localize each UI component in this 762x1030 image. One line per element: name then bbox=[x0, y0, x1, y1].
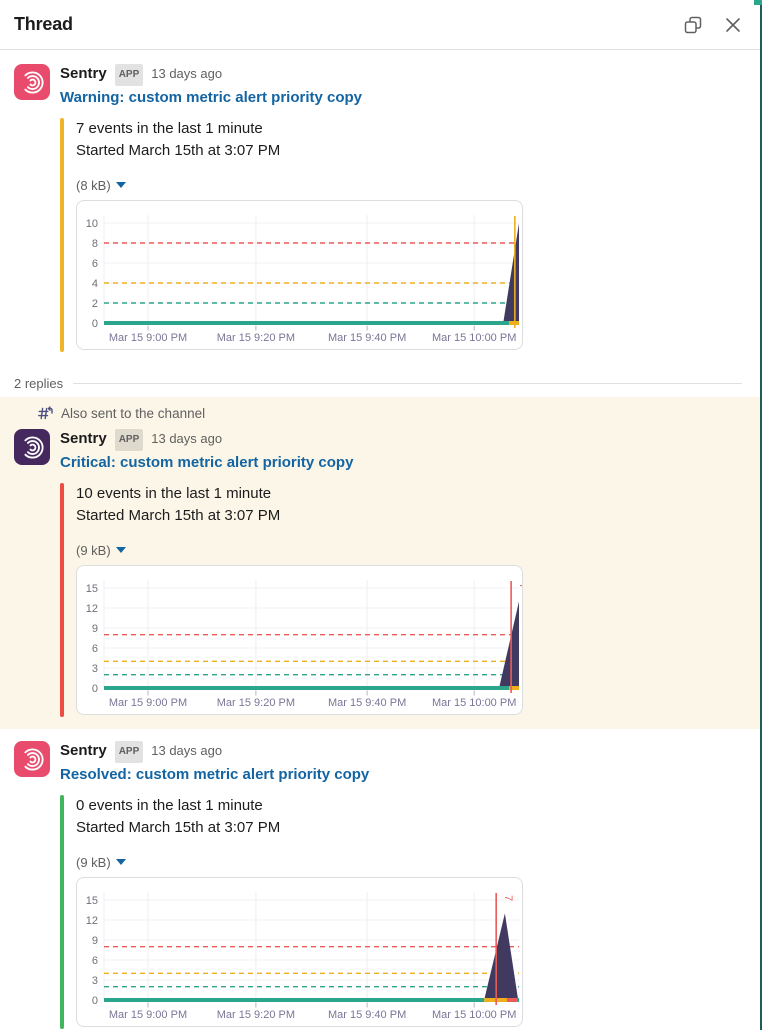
events-line: 7 events in the last 1 minute bbox=[76, 120, 263, 137]
events-line: 10 events in the last 1 minute bbox=[76, 485, 272, 502]
svg-text:Mar 15 9:00 PM: Mar 15 9:00 PM bbox=[109, 697, 187, 709]
sentry-logo-icon bbox=[24, 436, 44, 459]
also-sent-label: Also sent to the channel bbox=[61, 405, 206, 421]
metric-chart-svg: 7 Mar 15 9:00 PM Mar 15 9:20 PM Mar 15 9:40… bbox=[86, 892, 519, 1021]
timestamp[interactable]: 13 days ago bbox=[151, 66, 223, 81]
sentry-logo-icon bbox=[24, 71, 44, 94]
svg-text:Mar 15 9:20 PM: Mar 15 9:20 PM bbox=[217, 332, 295, 344]
timestamp[interactable]: 13 days ago bbox=[151, 431, 223, 446]
svg-text:Mar 15 9:40 PM: Mar 15 9:40 PM bbox=[328, 1009, 406, 1021]
svg-text:Mar 15 9:20 PM: Mar 15 9:20 PM bbox=[217, 697, 295, 709]
svg-text:Mar 15 10:00 PM: Mar 15 10:00 PM bbox=[432, 1009, 516, 1021]
also-sent-channel-icon bbox=[38, 405, 53, 419]
close-icon[interactable] bbox=[722, 14, 744, 36]
svg-text:9: 9 bbox=[92, 935, 98, 947]
avatar[interactable] bbox=[14, 64, 50, 100]
svg-text:6: 6 bbox=[92, 643, 98, 655]
svg-text:Mar 15 9:00 PM: Mar 15 9:00 PM bbox=[109, 332, 187, 344]
avatar[interactable] bbox=[14, 741, 50, 777]
replies-divider: 2 replies bbox=[0, 360, 762, 395]
svg-text:6: 6 bbox=[92, 258, 98, 270]
sender-name[interactable]: Sentry bbox=[60, 742, 107, 759]
app-badge: APP bbox=[114, 741, 144, 763]
page-title: Thread bbox=[14, 14, 73, 34]
metric-chart-svg: 7 Mar 15 9:00 PM Mar 15 9:20 PM Mar 15 9:40… bbox=[86, 580, 522, 709]
metric-chart-image[interactable]: 7 Mar 15 9:00 PM Mar 15 9:20 PM Mar 15 9:40… bbox=[76, 565, 523, 715]
events-line: 0 events in the last 1 minute bbox=[76, 797, 263, 814]
svg-text:Mar 15 9:40 PM: Mar 15 9:40 PM bbox=[328, 332, 406, 344]
pop-out-icon[interactable] bbox=[682, 14, 704, 36]
svg-text:Mar 15 9:40 PM: Mar 15 9:40 PM bbox=[328, 697, 406, 709]
svg-text:3: 3 bbox=[92, 975, 98, 987]
timestamp[interactable]: 13 days ago bbox=[151, 743, 223, 758]
chevron-down-icon bbox=[115, 547, 126, 553]
alert-attachment: 7 events in the last 1 minute Started Ma… bbox=[60, 116, 744, 360]
svg-text:7: 7 bbox=[502, 895, 514, 901]
message: Sentry APP 13 days ago Warning: custom m… bbox=[0, 50, 762, 360]
app-badge: APP bbox=[114, 64, 144, 86]
svg-text:9: 9 bbox=[92, 623, 98, 635]
alert-attachment: 10 events in the last 1 minute Started M… bbox=[60, 481, 744, 725]
alert-title-link[interactable]: Resolved: custom metric alert priority c… bbox=[60, 766, 370, 783]
sentry-logo-icon bbox=[24, 748, 44, 771]
svg-text:Mar 15 10:00 PM: Mar 15 10:00 PM bbox=[432, 332, 516, 344]
svg-text:Mar 15 9:00 PM: Mar 15 9:00 PM bbox=[109, 1009, 187, 1021]
svg-text:12: 12 bbox=[86, 915, 98, 927]
alert-attachment: 0 events in the last 1 minute Started Ma… bbox=[60, 793, 744, 1030]
alert-title-link[interactable]: Warning: custom metric alert priority co… bbox=[60, 89, 362, 106]
svg-text:12: 12 bbox=[86, 603, 98, 615]
sender-name[interactable]: Sentry bbox=[60, 65, 107, 82]
metric-chart-svg: 7 Mar 15 9:00 PM Mar 15 9:20 PM Mar 15 9:40… bbox=[86, 215, 522, 344]
window-edge-notch bbox=[754, 0, 762, 5]
svg-text:3: 3 bbox=[92, 663, 98, 675]
chevron-down-icon bbox=[115, 859, 126, 865]
thread-header: Thread bbox=[0, 0, 762, 50]
svg-text:10: 10 bbox=[86, 218, 98, 230]
svg-text:15: 15 bbox=[86, 895, 98, 907]
svg-text:4: 4 bbox=[92, 278, 98, 290]
metric-chart-image[interactable]: 7 Mar 15 9:00 PM Mar 15 9:20 PM Mar 15 9:40… bbox=[76, 200, 523, 350]
attachment-size-toggle[interactable]: (8 kB) bbox=[76, 176, 744, 194]
replies-count: 2 replies bbox=[14, 375, 64, 391]
attachment-size-toggle[interactable]: (9 kB) bbox=[76, 853, 744, 871]
attachment-size-toggle[interactable]: (9 kB) bbox=[76, 541, 744, 559]
metric-chart-image[interactable]: 7 Mar 15 9:00 PM Mar 15 9:20 PM Mar 15 9:40… bbox=[76, 877, 523, 1027]
svg-text:2: 2 bbox=[92, 298, 98, 310]
svg-text:7: 7 bbox=[517, 583, 522, 589]
svg-text:8: 8 bbox=[92, 238, 98, 250]
svg-text:0: 0 bbox=[92, 995, 98, 1007]
svg-text:0: 0 bbox=[92, 683, 98, 695]
avatar[interactable] bbox=[14, 429, 50, 465]
started-line: Started March 15th at 3:07 PM bbox=[76, 142, 281, 159]
svg-text:Mar 15 9:20 PM: Mar 15 9:20 PM bbox=[217, 1009, 295, 1021]
alert-title-link[interactable]: Critical: custom metric alert priority c… bbox=[60, 454, 354, 471]
also-sent-row: Also sent to the channel bbox=[0, 402, 762, 422]
window-edge bbox=[760, 0, 762, 1030]
svg-text:6: 6 bbox=[92, 955, 98, 967]
started-line: Started March 15th at 3:07 PM bbox=[76, 507, 281, 524]
svg-text:7: 7 bbox=[521, 218, 522, 224]
chevron-down-icon bbox=[115, 182, 126, 188]
highlighted-message-block: Also sent to the channel Sentry APP 13 d… bbox=[0, 397, 762, 729]
svg-text:15: 15 bbox=[86, 583, 98, 595]
started-line: Started March 15th at 3:07 PM bbox=[76, 819, 281, 836]
app-badge: APP bbox=[114, 429, 144, 451]
message: Sentry APP 13 days ago Resolved: custom … bbox=[0, 729, 762, 1030]
sender-name[interactable]: Sentry bbox=[60, 430, 107, 447]
svg-text:Mar 15 10:00 PM: Mar 15 10:00 PM bbox=[432, 697, 516, 709]
message: Sentry APP 13 days ago Critical: custom … bbox=[0, 422, 762, 725]
svg-text:0: 0 bbox=[92, 318, 98, 330]
